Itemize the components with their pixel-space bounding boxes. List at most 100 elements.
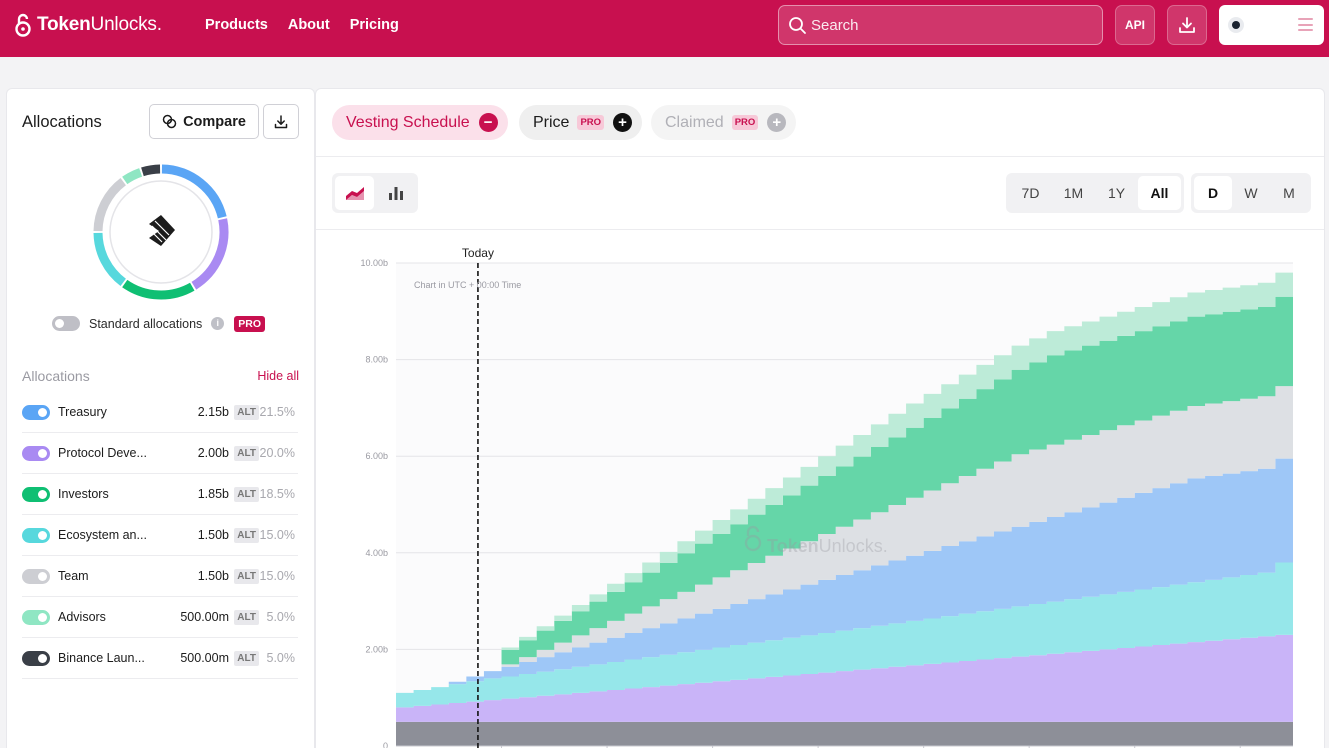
watermark-bold: Token [767,536,819,556]
allocation-amount: 1.85b [197,487,229,501]
bar-chart-button[interactable] [377,176,415,210]
allocation-tag: ALT [234,445,259,461]
standard-allocations-toggle[interactable] [52,316,80,331]
area-series-5[interactable] [396,296,1293,693]
allocation-name: Investors [58,487,109,501]
divider [316,156,1324,157]
donut-slice[interactable] [93,232,127,287]
allocation-row[interactable]: Treasury 2.15b ALT 21.5% [22,392,298,433]
allocation-donut-chart[interactable] [89,160,233,304]
donut-slice[interactable] [141,164,161,177]
claimed-chip[interactable]: Claimed PRO + [651,105,797,140]
donut-slice[interactable] [161,164,227,219]
allocation-percent: 15.0% [259,528,295,542]
range-1y[interactable]: 1Y [1107,185,1126,201]
price-chip[interactable]: Price PRO + [519,105,643,140]
allocation-tag: ALT [234,486,259,502]
allocation-toggle[interactable] [22,486,50,502]
granularity-day[interactable]: D [1194,176,1232,210]
allocation-percent: 18.5% [259,487,295,501]
allocation-row[interactable]: Team 1.50b ALT 15.0% [22,556,298,597]
allocation-toggle[interactable] [22,568,50,584]
vesting-schedule-chip[interactable]: Vesting Schedule − [332,105,508,140]
allocations-title: Allocations [22,113,102,131]
allocation-tag: ALT [234,568,259,584]
allocation-percent: 15.0% [259,569,295,583]
area-series-1[interactable] [396,634,1293,722]
remove-icon[interactable]: − [478,113,498,132]
compare-button[interactable]: Compare [149,104,259,139]
nav-pricing[interactable]: Pricing [349,17,399,33]
standard-allocations-label: Standard allocations [89,316,203,331]
area-series-2[interactable] [396,562,1293,708]
allocation-tag: ALT [234,527,259,543]
add-icon[interactable]: + [613,113,633,132]
allocation-percent: 5.0% [266,610,296,624]
range-all[interactable]: All [1138,176,1181,210]
pro-badge: PRO [731,115,759,130]
watermark-light: Unlocks. [819,536,888,556]
allocation-toggle[interactable] [22,404,50,420]
time-range-selector: 7D 1M 1Y All [1006,173,1184,213]
search-box[interactable] [778,5,1103,45]
area-chart-icon [345,187,364,200]
allocation-name: Treasury [58,405,107,419]
area-series-3[interactable] [396,458,1293,693]
vesting-schedule-chart[interactable]: 0 2.00b 4.00b 6.00b 8.00b 10.00b Today Chart in… [316,230,1324,748]
y-tick-label: 0 [383,741,388,748]
allocation-toggle[interactable] [22,445,50,461]
chart-panel: Vesting Schedule − Price PRO + Claimed P… [315,88,1325,748]
search-input[interactable] [811,6,1091,44]
area-series-0[interactable] [396,721,1293,746]
theme-toggle-icon[interactable] [1228,17,1244,33]
area-chart-button[interactable] [335,176,374,210]
allocation-amount: 1.50b [197,569,229,583]
donut-slice[interactable] [122,279,195,300]
allocation-name: Binance Laun... [58,651,145,665]
allocations-list: Treasury 2.15b ALT 21.5% Protocol Deve... 2.0… [22,392,298,679]
granularity-month[interactable]: M [1283,185,1295,201]
allocation-percent: 20.0% [259,446,295,460]
range-1m[interactable]: 1M [1063,185,1084,201]
today-label: Today [462,246,494,260]
range-7d[interactable]: 7D [1021,185,1040,201]
download-button[interactable] [1167,5,1207,45]
lock-logo-icon [744,525,762,552]
allocation-row[interactable]: Advisors 500.00m ALT 5.0% [22,597,298,638]
nav-products[interactable]: Products [205,17,268,33]
area-series-4[interactable] [396,386,1293,693]
allocation-row[interactable]: Protocol Deve... 2.00b ALT 20.0% [22,433,298,474]
info-icon[interactable]: i [211,317,225,330]
api-button[interactable]: API [1115,5,1155,45]
logo[interactable]: TokenUnlocks. [14,12,162,38]
allocation-toggle[interactable] [22,609,50,625]
add-icon[interactable]: + [767,113,787,132]
allocation-tag: ALT [234,609,259,625]
allocation-row[interactable]: Ecosystem an... 1.50b ALT 15.0% [22,515,298,556]
watermark: TokenUnlocks. [744,525,888,556]
hide-all-link[interactable]: Hide all [257,369,299,383]
menu-icon[interactable] [1298,18,1313,31]
allocation-toggle[interactable] [22,527,50,543]
allocation-percent: 21.5% [259,405,295,419]
bar-chart-icon [389,187,403,200]
allocations-download-button[interactable] [263,104,299,139]
allocation-amount: 500.00m [180,610,229,624]
granularity-week[interactable]: W [1244,185,1258,201]
nav-about[interactable]: About [287,17,330,33]
donut-slice[interactable] [191,218,229,290]
allocation-name: Advisors [58,610,106,624]
search-icon [789,17,806,34]
allocation-row[interactable]: Investors 1.85b ALT 18.5% [22,474,298,515]
allocation-toggle[interactable] [22,650,50,666]
donut-slice[interactable] [93,177,127,232]
allocation-name: Team [58,569,89,583]
token-logo-icon [149,215,175,246]
chart-type-switch [332,173,418,213]
area-series-6[interactable] [396,272,1293,693]
allocation-row[interactable]: Binance Laun... 500.00m ALT 5.0% [22,638,298,679]
y-tick-label: 10.00b [360,258,388,268]
allocations-list-title: Allocations [22,368,90,384]
timezone-note: Chart in UTC + 00:00 Time [414,280,521,290]
donut-slice[interactable] [122,168,143,185]
